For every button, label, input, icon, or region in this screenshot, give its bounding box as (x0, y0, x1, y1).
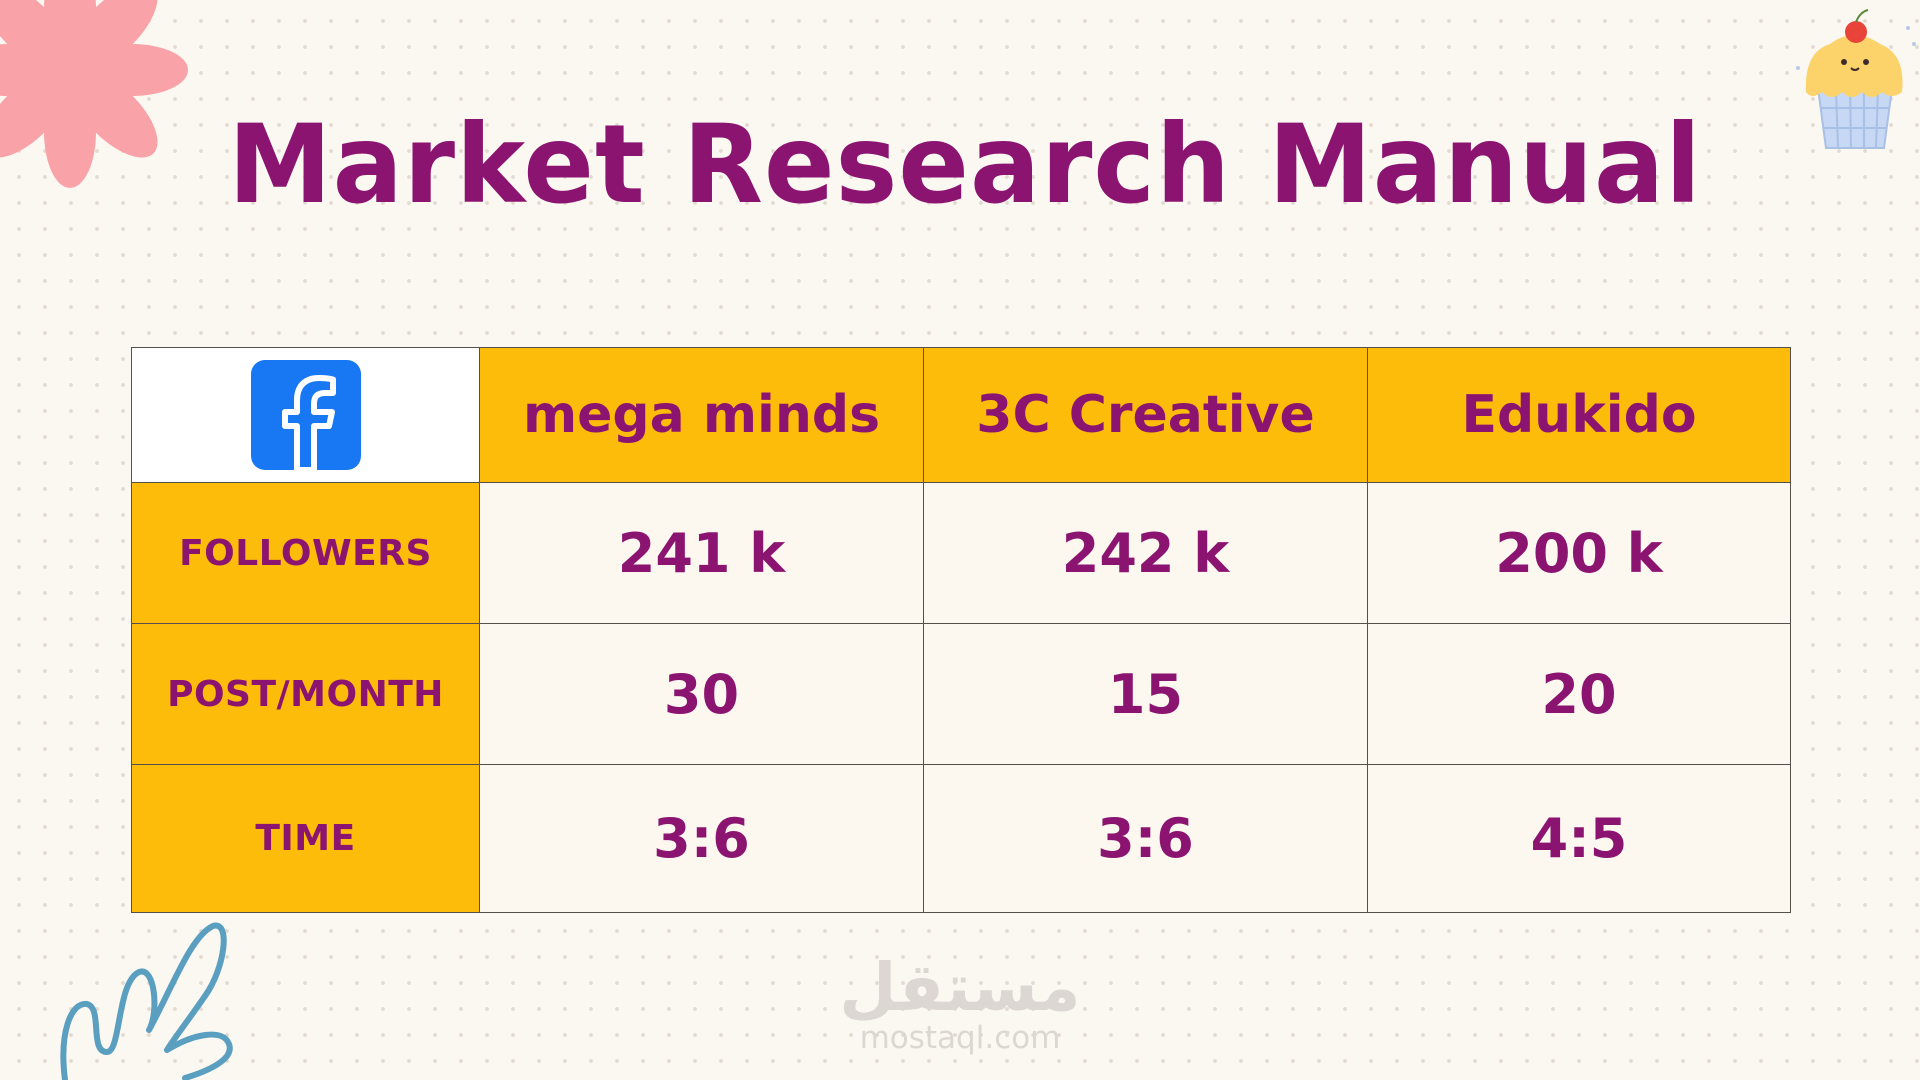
squiggle-icon (60, 922, 233, 1080)
column-header: mega minds (479, 347, 924, 483)
table-cell: 242 k (923, 482, 1368, 624)
row-header: FOLLOWERS (131, 482, 480, 624)
table-cell: 15 (923, 623, 1368, 765)
table-cell: 3:6 (923, 764, 1368, 913)
platform-logo-cell (131, 347, 480, 483)
watermark-arabic: مستقل (839, 949, 1081, 1026)
page-title: Market Research Manual (228, 99, 1702, 229)
table-cell: 200 k (1367, 482, 1791, 624)
pink-flower-icon (0, 0, 188, 188)
watermark: مستقل mostaql.com (825, 949, 1095, 1056)
table-cell: 4:5 (1367, 764, 1791, 913)
facebook-logo-icon (250, 360, 361, 470)
row-header: TIME (131, 764, 480, 913)
table-row: POST/MONTH 30 15 20 (131, 623, 1791, 765)
table-header-row: mega minds 3C Creative Edukido (131, 347, 1791, 483)
column-header: Edukido (1367, 347, 1791, 483)
table-cell: 241 k (479, 482, 924, 624)
table-row: TIME 3:6 3:6 4:5 (131, 764, 1791, 913)
row-header: POST/MONTH (131, 623, 480, 765)
cupcake-icon (1796, 9, 1916, 149)
table-row: FOLLOWERS 241 k 242 k 200 k (131, 482, 1791, 624)
comparison-table: mega minds 3C Creative Edukido FOLLOWERS… (131, 347, 1791, 913)
column-header: 3C Creative (923, 347, 1368, 483)
table-cell: 30 (479, 623, 924, 765)
table-cell: 3:6 (479, 764, 924, 913)
table-cell: 20 (1367, 623, 1791, 765)
watermark-url: mostaql.com (859, 1020, 1061, 1056)
